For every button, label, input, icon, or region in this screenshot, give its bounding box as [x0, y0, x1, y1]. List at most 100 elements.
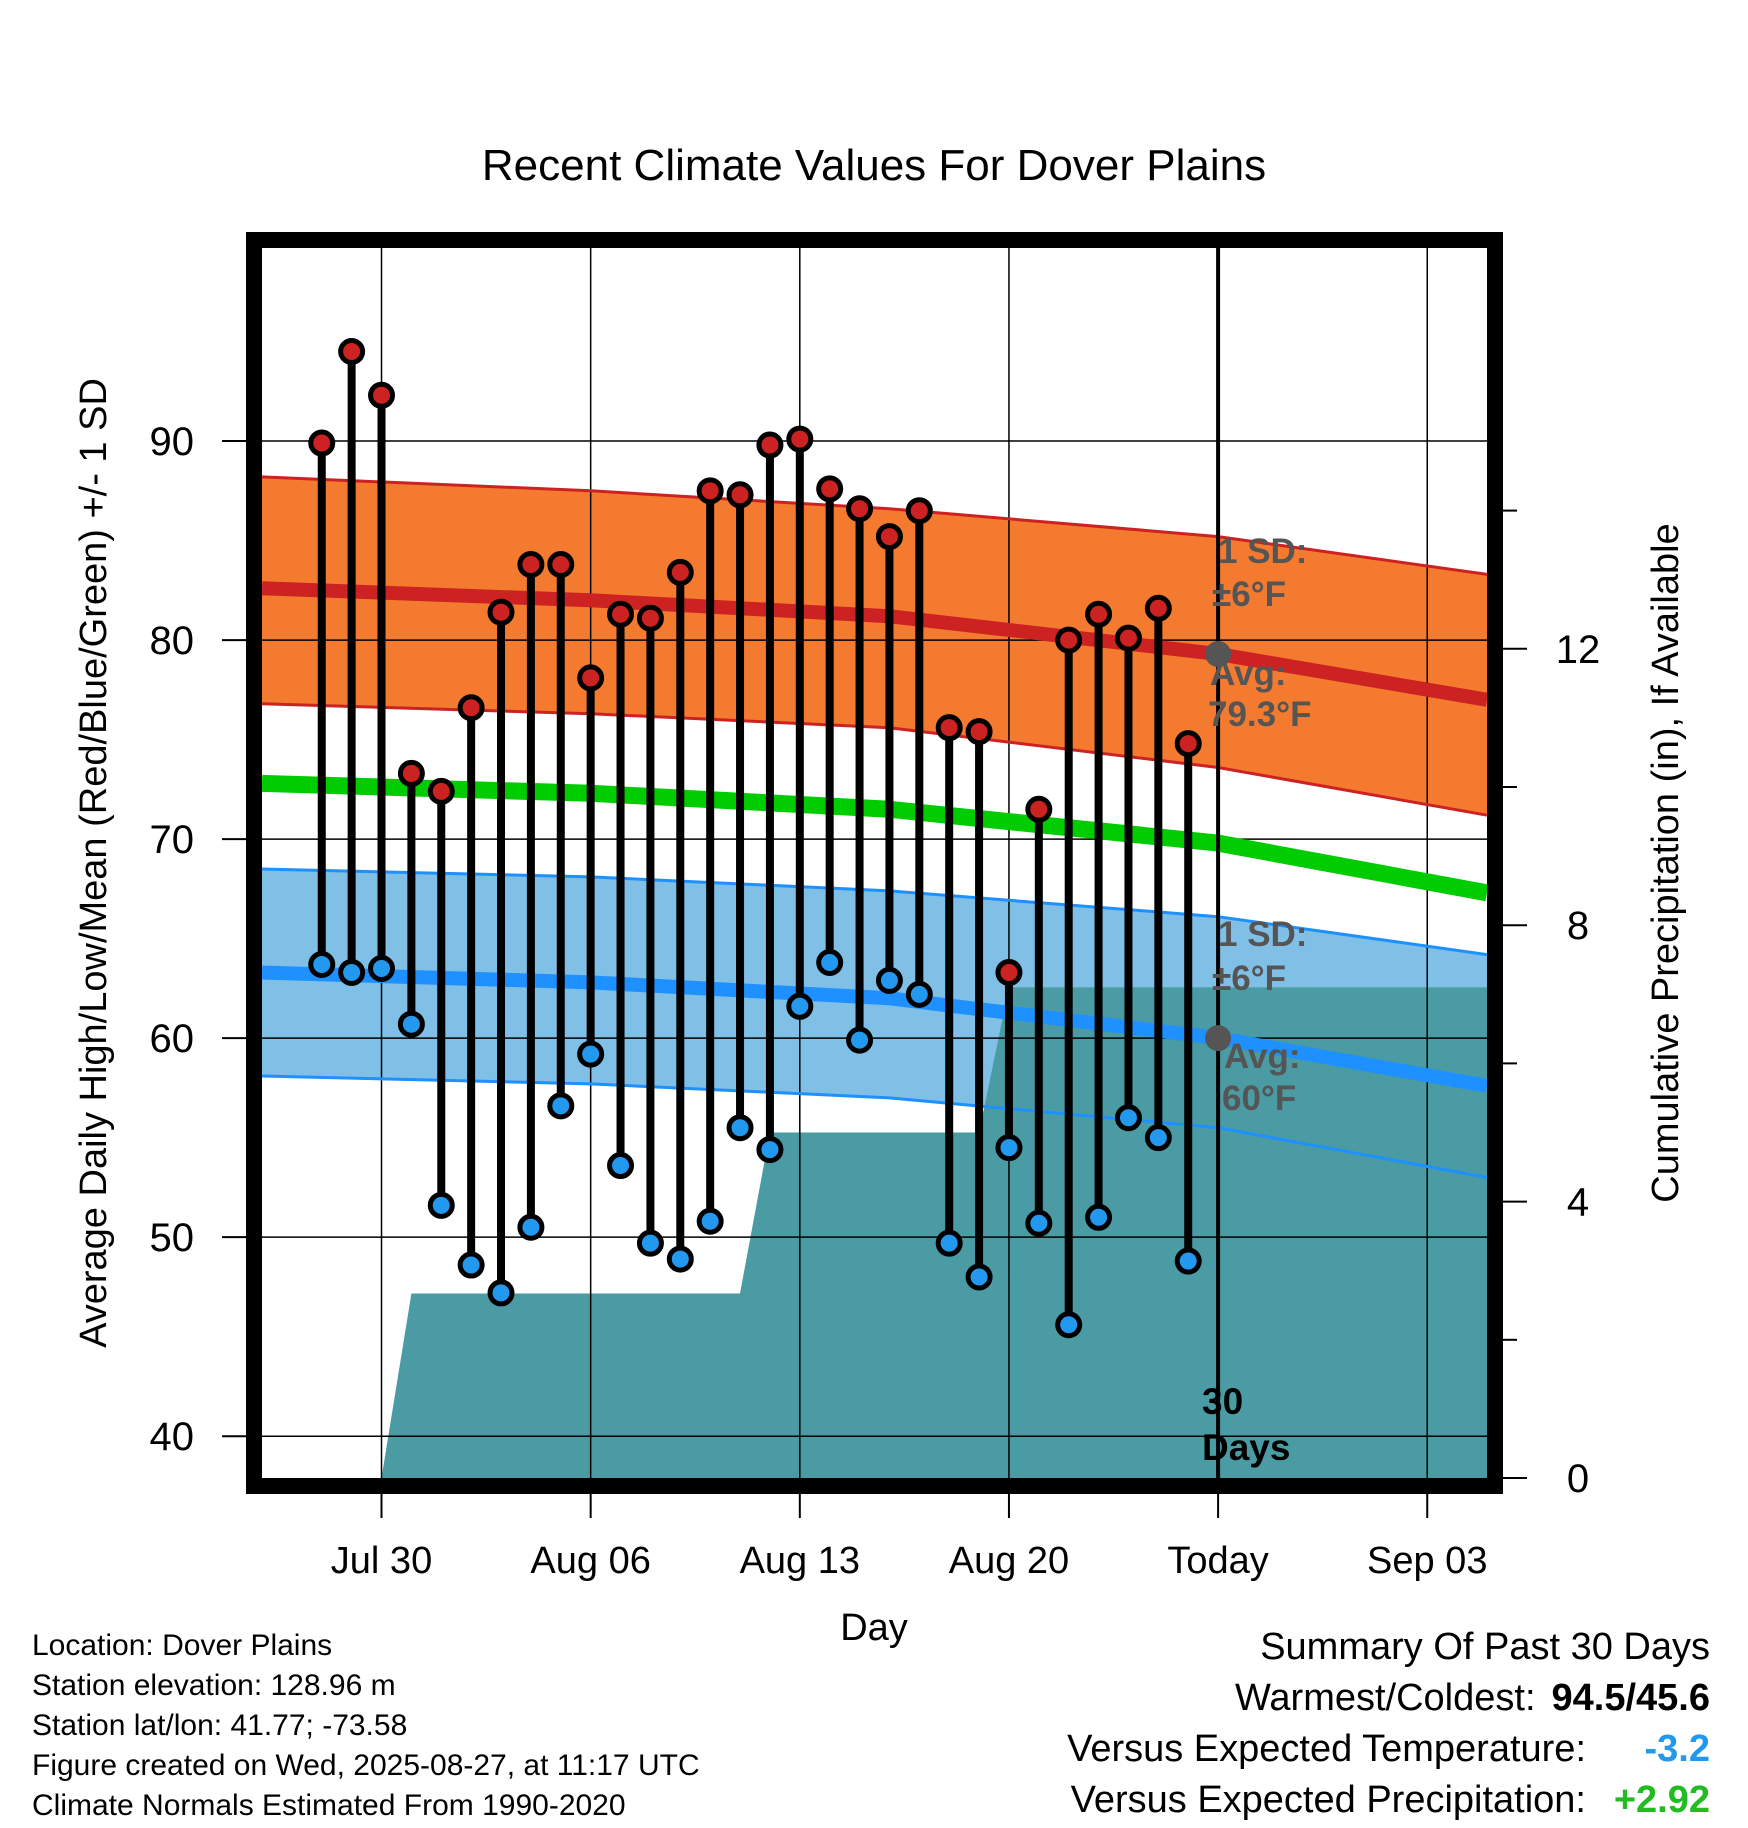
y-tick-label: 70 — [150, 818, 195, 862]
station-info: Location: Dover Plains Station elevation… — [32, 1626, 700, 1826]
low-temp-point — [427, 1191, 455, 1219]
low-temp-point — [308, 951, 336, 979]
y-tick-label: 40 — [150, 1415, 195, 1459]
latlon-text: Station lat/lon: 41.77; -73.58 — [32, 1709, 408, 1742]
high-temp-point — [368, 381, 396, 409]
low-temp-point — [756, 1136, 784, 1164]
low-temp-point — [816, 949, 844, 977]
high-temp-point — [666, 558, 694, 586]
low-temp-point — [1085, 1203, 1113, 1231]
summary-title: Summary Of Past 30 Days — [1260, 1626, 1710, 1668]
high-temp-point — [1085, 600, 1113, 628]
low-temp-point — [846, 1026, 874, 1054]
low-temp-point — [905, 980, 933, 1008]
high-sd-value-annotation: ±6°F — [1212, 575, 1286, 614]
y-tick-label: 90 — [150, 420, 195, 464]
high-temp-point — [905, 497, 933, 525]
y2-axis-label: Cumulative Precipitation (in), If Availa… — [1645, 523, 1687, 1202]
low-temp-point — [1174, 1247, 1202, 1275]
high-temp-point — [636, 604, 664, 632]
x-tick-label: Aug 13 — [740, 1540, 860, 1582]
high-temp-point — [1025, 795, 1053, 823]
precipitation-area — [381, 987, 1487, 1478]
summary-temperature-row: Versus Expected Temperature: -3.2 — [1067, 1724, 1710, 1775]
low-temp-point — [995, 1134, 1023, 1162]
high-temp-point — [696, 477, 724, 505]
summary-precipitation-row: Versus Expected Precipitation: +2.92 — [1067, 1775, 1710, 1826]
y2-tick-label: 0 — [1567, 1457, 1589, 1501]
x-tick-label: Today — [1167, 1540, 1268, 1582]
x-tick-label: Jul 30 — [331, 1540, 432, 1582]
summary-panel: Summary Of Past 30 Days Warmest/Coldest:… — [1067, 1622, 1710, 1826]
precipitation-value: +2.92 — [1613, 1779, 1710, 1821]
low-temp-point — [786, 992, 814, 1020]
low-temp-point — [338, 958, 366, 986]
low-temp-point — [875, 966, 903, 994]
low-temp-point — [636, 1229, 664, 1257]
precipitation-label: Versus Expected Precipitation: — [1070, 1779, 1586, 1821]
low-temp-point — [666, 1245, 694, 1273]
low-temp-point — [1025, 1209, 1053, 1237]
normal-low-line — [261, 965, 1489, 1093]
today-normal-high-marker — [1205, 641, 1232, 668]
location-text: Location: Dover Plains — [32, 1629, 333, 1662]
temperature-label: Versus Expected Temperature: — [1067, 1728, 1586, 1770]
high-temp-point — [607, 600, 635, 628]
y-tick-label: 50 — [150, 1216, 195, 1260]
x-axis-label: Day — [840, 1607, 908, 1649]
x-tick-label: Aug 20 — [949, 1540, 1069, 1582]
high-temp-point — [338, 337, 366, 365]
normals-text: Climate Normals Estimated From 1990-2020 — [32, 1789, 626, 1822]
low-sd-value-annotation: ±6°F — [1212, 959, 1286, 998]
warmest-label: Warmest/Coldest: — [1234, 1677, 1536, 1719]
high-temp-point — [1055, 626, 1083, 654]
y2-tick-label: 4 — [1567, 1181, 1589, 1225]
low-temp-point — [397, 1010, 425, 1038]
y2-tick-label: 12 — [1556, 628, 1601, 672]
low-temp-point — [696, 1207, 724, 1235]
low-temp-point — [368, 954, 396, 982]
warmest-value: 94.5/45.6 — [1551, 1677, 1710, 1719]
high-temp-point — [427, 777, 455, 805]
y-axis-label: Average Daily High/Low/Mean (Red/Blue/Gr… — [73, 378, 115, 1348]
high-temp-point — [577, 664, 605, 692]
today-normal-low-marker — [1205, 1025, 1232, 1052]
high-temp-point — [397, 759, 425, 787]
plot-frame — [246, 232, 1503, 1494]
high-avg-value-annotation: 79.3°F — [1208, 695, 1312, 734]
low-temp-point — [935, 1229, 963, 1257]
low-temp-point — [487, 1279, 515, 1307]
high-temp-point — [816, 475, 844, 503]
high-temp-point — [726, 481, 754, 509]
days-word-annotation: Days — [1202, 1427, 1290, 1468]
high-temp-point — [1174, 730, 1202, 758]
low-temp-point — [517, 1213, 545, 1241]
low-temp-point — [577, 1040, 605, 1068]
high-temp-point — [965, 718, 993, 746]
high-temp-point — [517, 550, 545, 578]
high-sd-annotation: 1 SD: — [1218, 532, 1307, 571]
low-temp-point — [457, 1251, 485, 1279]
high-temp-point — [846, 495, 874, 523]
high-temp-point — [1114, 624, 1142, 652]
summary-warmest-row: Warmest/Coldest: 94.5/45.6 — [1067, 1673, 1710, 1724]
high-temp-point — [756, 431, 784, 459]
low-temp-point — [607, 1152, 635, 1180]
high-temp-point — [308, 429, 336, 457]
low-temp-point — [726, 1114, 754, 1142]
high-temp-point — [487, 598, 515, 626]
high-sd-band — [262, 476, 1487, 816]
chart-title: Recent Climate Values For Dover Plains — [482, 141, 1266, 190]
high-sd-upper-line — [261, 475, 1488, 576]
y-tick-label: 60 — [150, 1017, 195, 1061]
x-tick-label: Aug 06 — [530, 1540, 650, 1582]
x-tick-label: Sep 03 — [1367, 1540, 1487, 1582]
high-temp-point — [875, 523, 903, 551]
low-avg-annotation: Avg: — [1224, 1037, 1300, 1076]
created-text: Figure created on Wed, 2025-08-27, at 11… — [32, 1749, 700, 1782]
high-temp-point — [995, 958, 1023, 986]
y2-tick-label: 8 — [1567, 904, 1589, 948]
low-sd-lower-line — [261, 1074, 1488, 1179]
low-temp-point — [547, 1092, 575, 1120]
